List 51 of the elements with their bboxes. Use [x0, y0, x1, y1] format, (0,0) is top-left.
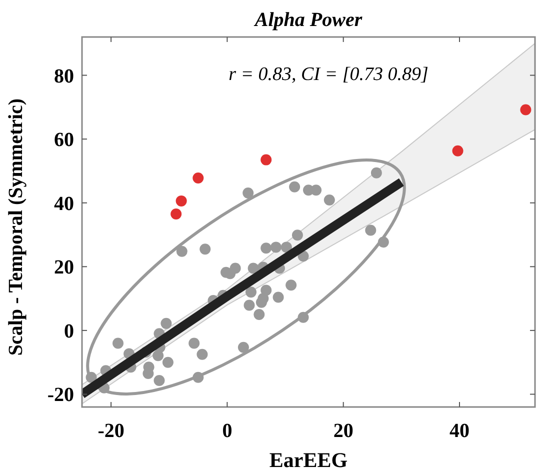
x-axis-title: EarEEG	[269, 448, 348, 472]
point	[196, 348, 208, 360]
point	[170, 208, 182, 220]
annotation: r = 0.83, CI = [0.73 0.89]	[228, 64, 428, 85]
y-tick-label: 60	[54, 129, 74, 152]
point	[246, 286, 257, 298]
point	[112, 338, 124, 349]
point	[286, 280, 297, 291]
point	[370, 167, 382, 178]
point	[260, 154, 272, 166]
chart-title: Alpha Power	[252, 9, 362, 31]
point	[520, 104, 532, 116]
point	[192, 172, 204, 184]
y-tick-label: -20	[47, 384, 74, 406]
y-tick-label: 20	[54, 256, 74, 279]
point	[160, 318, 172, 329]
point	[188, 338, 200, 349]
point	[310, 184, 322, 196]
point	[258, 293, 269, 304]
point	[254, 309, 265, 320]
point	[230, 262, 241, 274]
x-tick-label: -20	[98, 420, 124, 442]
x-tick-label: 40	[450, 420, 470, 442]
point	[176, 195, 187, 206]
point	[292, 230, 303, 241]
y-tick-label: 40	[54, 192, 74, 215]
point	[244, 300, 255, 311]
point	[200, 244, 211, 255]
x-tick-label: 20	[333, 420, 354, 442]
point	[176, 246, 188, 257]
point	[272, 292, 284, 303]
point	[289, 181, 300, 192]
point	[154, 375, 165, 386]
point	[192, 372, 204, 383]
point	[378, 236, 389, 248]
point	[162, 356, 174, 368]
point	[452, 145, 464, 156]
point	[86, 372, 97, 383]
point	[324, 194, 335, 206]
point	[260, 284, 272, 296]
point	[280, 242, 292, 253]
x-tick-label: 0	[222, 420, 232, 442]
y-tick-label: 80	[54, 65, 74, 88]
point	[365, 224, 376, 236]
point	[242, 187, 254, 198]
point	[270, 242, 282, 253]
y-tick-label: 0	[64, 320, 74, 342]
y-axis-title: Scalp - Temporal (Symmetric)	[5, 98, 27, 356]
point	[298, 312, 309, 323]
point	[260, 242, 272, 254]
point	[238, 342, 249, 353]
